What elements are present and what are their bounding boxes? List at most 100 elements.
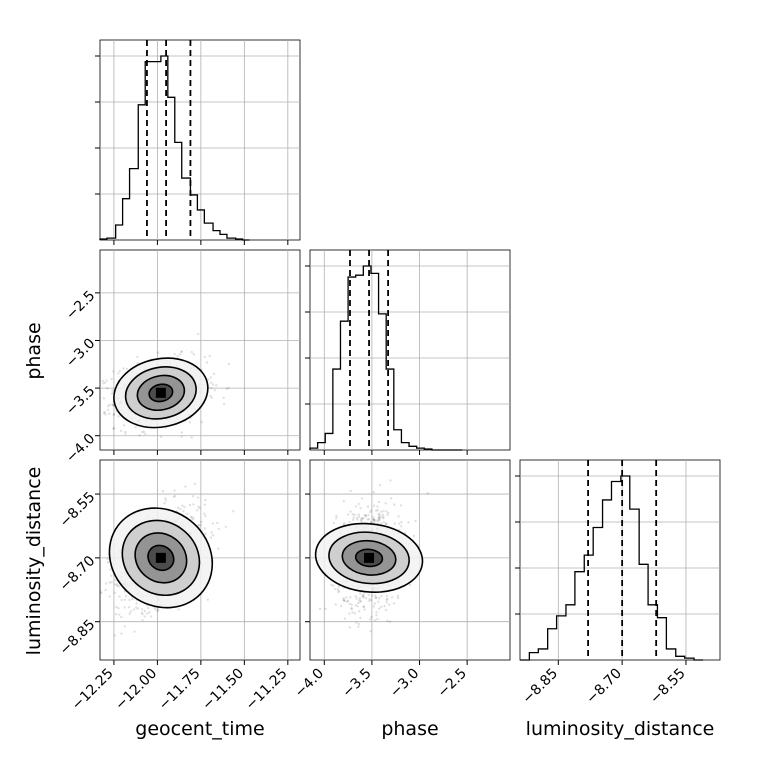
- sample-point: [342, 597, 345, 600]
- x-tick-label: −8.70: [583, 666, 625, 708]
- sample-point: [216, 521, 219, 525]
- sample-point: [232, 510, 235, 513]
- axis-labels-layer: geocent_time phase luminosity_distance p…: [23, 322, 714, 740]
- sample-point: [375, 613, 378, 617]
- sample-point: [376, 617, 379, 621]
- sample-point: [192, 353, 196, 356]
- sample-point: [197, 524, 201, 527]
- sample-point: [206, 378, 210, 381]
- sample-point: [154, 608, 158, 611]
- sample-point: [189, 516, 193, 519]
- sample-point: [125, 463, 127, 465]
- sample-point: [382, 515, 385, 518]
- sample-point: [324, 607, 327, 611]
- sample-point: [358, 596, 362, 600]
- sample-point: [120, 615, 123, 619]
- sample-point: [134, 425, 137, 429]
- sample-point: [362, 595, 365, 599]
- x-tick-label: −8.55: [647, 666, 689, 708]
- sample-point: [224, 525, 228, 528]
- sample-point: [388, 620, 392, 623]
- sample-point: [115, 605, 118, 609]
- sample-point: [387, 511, 390, 515]
- sample-point: [384, 502, 387, 505]
- sample-point: [109, 568, 112, 571]
- histogram-step: [309, 265, 463, 451]
- sample-point: [366, 518, 369, 521]
- sample-point: [374, 596, 378, 599]
- sample-point: [357, 625, 360, 629]
- sample-point: [191, 495, 195, 498]
- sample-point: [101, 379, 104, 383]
- sample-point: [213, 389, 217, 392]
- sample-point: [390, 596, 394, 599]
- sample-point: [215, 384, 218, 387]
- sample-point: [112, 426, 116, 430]
- sample-point: [346, 599, 350, 603]
- sample-point: [397, 515, 400, 518]
- sample-point: [355, 621, 358, 624]
- sample-point: [177, 608, 180, 611]
- sample-point: [368, 597, 371, 601]
- sample-point: [125, 367, 129, 370]
- sample-point: [117, 372, 120, 375]
- sample-point: [354, 604, 357, 607]
- scatter-phase-vs-geocent-time: −4.0 −3.5 −3.0 −2.5: [63, 249, 301, 466]
- sample-point: [120, 598, 123, 602]
- sample-point: [364, 596, 368, 600]
- sample-point: [385, 594, 388, 598]
- sample-point: [225, 387, 228, 391]
- sample-point: [190, 351, 194, 354]
- sample-point: [356, 601, 360, 605]
- sample-point: [377, 607, 381, 610]
- sample-point: [375, 519, 379, 522]
- sample-point: [350, 603, 354, 607]
- sample-point: [398, 522, 401, 525]
- sample-point: [375, 611, 378, 614]
- x-tick-label: −12.25: [69, 666, 117, 714]
- sample-point: [159, 435, 163, 439]
- xlabel-geocent-time: geocent_time: [135, 718, 264, 740]
- sample-point: [97, 595, 99, 597]
- sample-point: [118, 369, 121, 373]
- sample-point: [351, 611, 354, 614]
- sample-point: [110, 392, 114, 395]
- sample-point: [178, 353, 182, 356]
- sample-point: [141, 618, 144, 622]
- sample-point: [350, 607, 353, 611]
- sample-point: [362, 605, 365, 608]
- sample-point: [192, 517, 195, 520]
- sample-point: [68, 394, 70, 396]
- sample-point: [136, 607, 140, 610]
- sample-point: [110, 377, 113, 381]
- sample-point: [204, 514, 207, 518]
- sample-point: [377, 600, 380, 604]
- sample-point: [142, 430, 146, 433]
- sample-point: [124, 595, 128, 598]
- sample-point: [384, 522, 388, 525]
- sample-point: [176, 354, 179, 358]
- sample-point: [205, 361, 209, 364]
- sample-point: [374, 619, 377, 622]
- sample-point: [173, 494, 177, 498]
- sample-point: [343, 599, 346, 603]
- histogram-luminosity-distance: −8.85 −8.70 −8.55: [515, 459, 721, 708]
- sample-point: [357, 513, 360, 516]
- sample-point: [164, 499, 168, 502]
- sample-point: [343, 522, 346, 525]
- sample-point: [360, 520, 363, 523]
- sample-point: [354, 594, 357, 598]
- sample-point: [106, 408, 110, 412]
- sample-point: [203, 512, 206, 515]
- sample-point: [374, 509, 378, 512]
- sample-point: [376, 505, 379, 508]
- sample-point: [348, 596, 352, 599]
- sample-point: [156, 351, 160, 354]
- sample-point: [112, 413, 116, 416]
- sample-point: [378, 516, 381, 519]
- sample-point: [359, 519, 363, 522]
- sample-point: [184, 485, 187, 488]
- sample-point: [124, 430, 127, 434]
- x-tick-label: −11.25: [243, 666, 291, 714]
